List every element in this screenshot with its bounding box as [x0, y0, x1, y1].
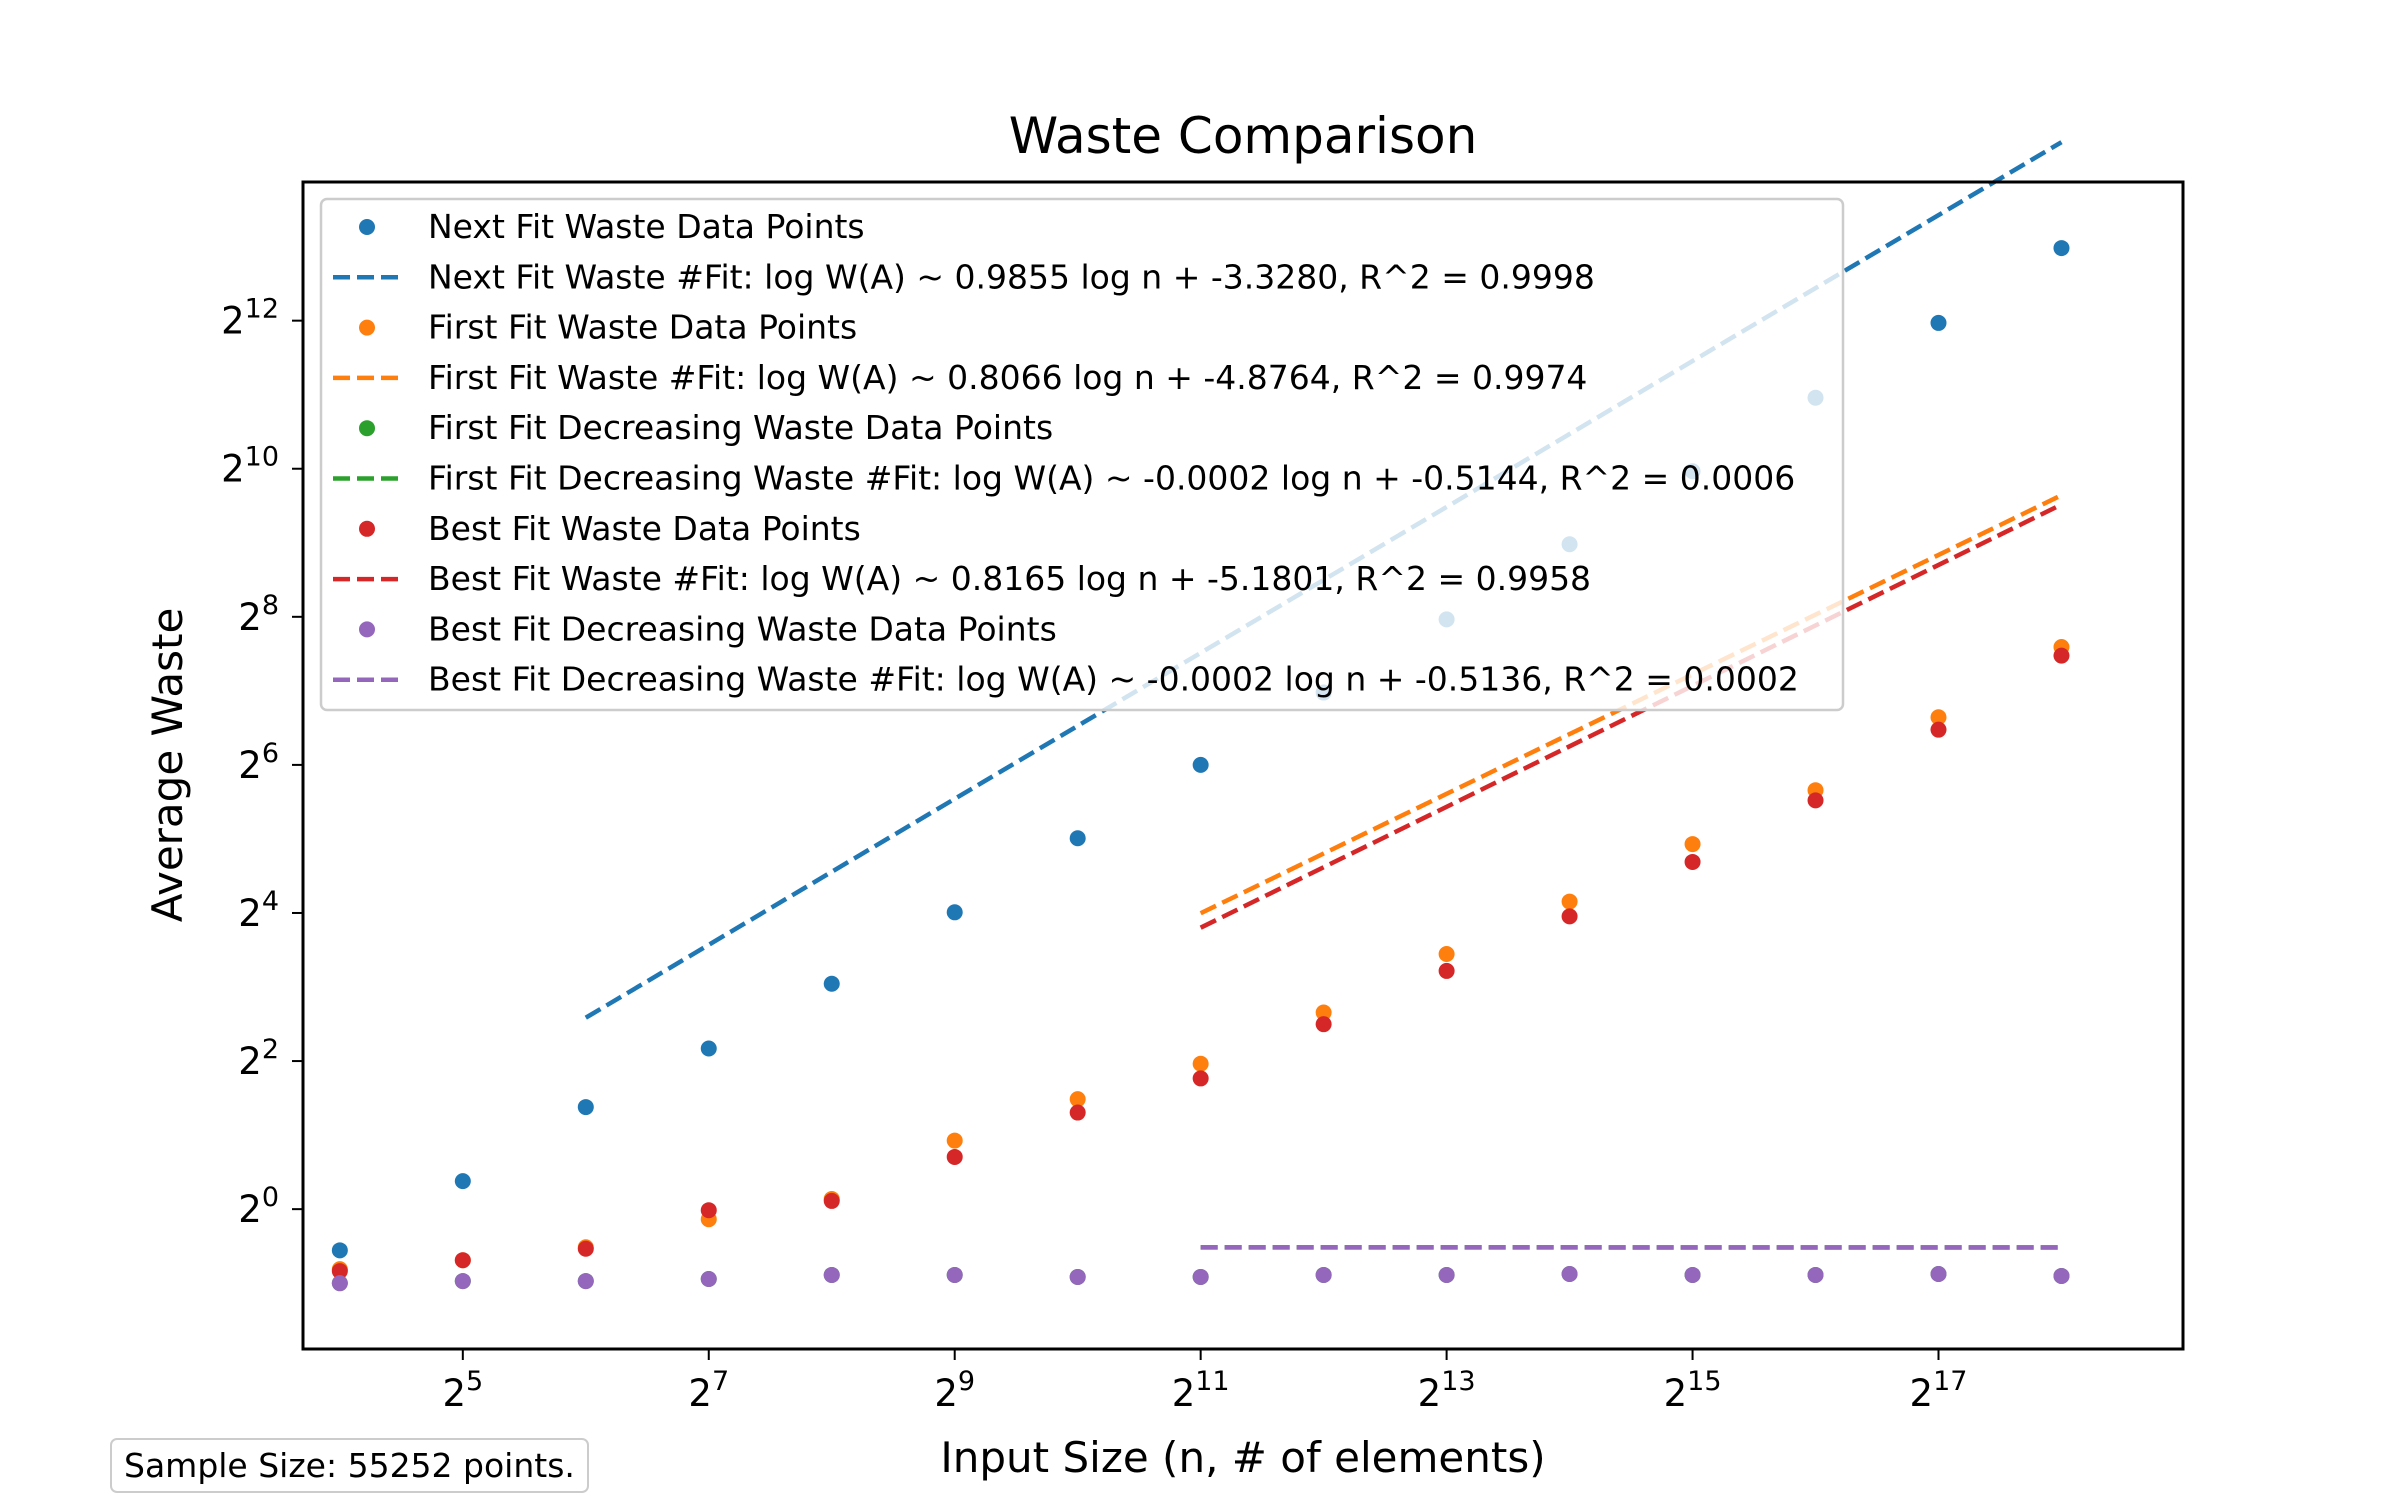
- x-tick-label: 27: [688, 1366, 729, 1415]
- series-4: [331, 1245, 2070, 1292]
- data-point: [331, 1263, 348, 1280]
- x-axis-label: Input Size (n, # of elements): [940, 1433, 1545, 1482]
- y-tick-label: 24: [238, 886, 279, 935]
- y-tick-label: 210: [221, 442, 279, 491]
- data-point: [1069, 1104, 1086, 1121]
- data-point: [1192, 756, 1209, 773]
- legend-label: Next Fit Waste #Fit: log W(A) ~ 0.9855 l…: [428, 257, 1595, 296]
- data-point: [331, 1242, 348, 1259]
- data-point: [946, 1132, 963, 1149]
- data-point: [700, 1270, 717, 1287]
- legend-marker: [359, 219, 375, 235]
- data-point: [577, 1099, 594, 1116]
- data-point: [1069, 830, 1086, 847]
- legend-label: Next Fit Waste Data Points: [428, 207, 865, 246]
- x-tick-label: 213: [1418, 1366, 1476, 1415]
- data-point: [1315, 1016, 1332, 1033]
- data-point: [1438, 1266, 1455, 1283]
- y-axis-label: Average Waste: [143, 608, 192, 923]
- data-point: [1192, 1055, 1209, 1072]
- legend-marker: [359, 621, 375, 638]
- data-point: [946, 904, 963, 921]
- data-point: [1684, 836, 1701, 853]
- data-point: [1192, 1268, 1209, 1285]
- y-tick-label: 212: [221, 294, 279, 343]
- y-tick-label: 26: [238, 738, 279, 787]
- data-point: [1069, 1091, 1086, 1108]
- fit-line: [1199, 493, 2063, 916]
- data-point: [454, 1173, 471, 1190]
- data-point: [1930, 314, 1947, 331]
- x-tick-label: 215: [1664, 1366, 1722, 1415]
- legend-label: First Fit Decreasing Waste Data Points: [428, 408, 1053, 447]
- x-tick-label: 29: [934, 1366, 975, 1415]
- data-point: [946, 1148, 963, 1165]
- data-point: [1930, 721, 1947, 738]
- legend-label: Best Fit Waste #Fit: log W(A) ~ 0.8165 l…: [428, 559, 1591, 598]
- legend-label: Best Fit Decreasing Waste #Fit: log W(A)…: [428, 660, 1799, 699]
- data-point: [823, 1266, 840, 1283]
- data-point: [2053, 1267, 2070, 1284]
- data-point: [1930, 1265, 1947, 1282]
- data-point: [823, 1192, 840, 1209]
- data-point: [700, 1202, 717, 1219]
- data-point: [1807, 1266, 1824, 1283]
- legend-marker: [359, 420, 375, 437]
- data-point: [1930, 709, 1947, 726]
- legend-marker: [359, 319, 375, 336]
- legend-box: [319, 197, 1845, 712]
- data-point: [1315, 1004, 1332, 1021]
- data-point: [1192, 1070, 1209, 1087]
- data-point: [700, 1040, 717, 1057]
- data-point: [946, 1266, 963, 1283]
- axis-ticks: 25 27 29 211 213 215 217 20 22 24 26 28 210 212: [221, 294, 1967, 1415]
- legend-marker: [359, 520, 375, 537]
- y-tick-label: 28: [238, 590, 279, 639]
- data-point: [823, 975, 840, 992]
- legend-label: First Fit Waste #Fit: log W(A) ~ 0.8066 …: [428, 358, 1587, 397]
- legend: Next Fit Waste Data Points Next Fit Waste…: [319, 197, 1845, 712]
- data-point: [1438, 962, 1455, 979]
- data-point: [1438, 945, 1455, 962]
- x-tick-label: 217: [1910, 1366, 1968, 1415]
- series-3: [331, 502, 2070, 1280]
- y-tick-label: 22: [238, 1034, 279, 1083]
- data-point: [2053, 647, 2070, 664]
- x-tick-label: 25: [442, 1366, 483, 1415]
- data-point: [1069, 1268, 1086, 1285]
- legend-label: First Fit Decreasing Waste #Fit: log W(A…: [428, 459, 1795, 498]
- sample-size-box: Sample Size: 55252 points.: [110, 1438, 589, 1493]
- data-point: [2053, 240, 2070, 257]
- data-point: [454, 1273, 471, 1290]
- data-point: [454, 1252, 471, 1269]
- data-point: [331, 1275, 348, 1292]
- legend-label: Best Fit Waste Data Points: [428, 509, 861, 548]
- data-point: [1561, 893, 1578, 910]
- data-point: [1561, 1265, 1578, 1282]
- chart-title: Waste Comparison: [1009, 107, 1478, 165]
- sample-size-text: Sample Size: 55252 points.: [124, 1446, 575, 1485]
- data-point: [1807, 792, 1824, 809]
- data-point: [1561, 908, 1578, 925]
- y-tick-label: 20: [238, 1182, 279, 1231]
- data-point: [1684, 1266, 1701, 1283]
- data-point: [1315, 1266, 1332, 1283]
- x-tick-label: 211: [1172, 1366, 1230, 1415]
- legend-label: First Fit Waste Data Points: [428, 308, 857, 347]
- data-point: [577, 1240, 594, 1257]
- fit-line: [1199, 502, 2063, 930]
- data-point: [1684, 853, 1701, 870]
- data-point: [577, 1273, 594, 1290]
- legend-label: Best Fit Decreasing Waste Data Points: [428, 609, 1057, 648]
